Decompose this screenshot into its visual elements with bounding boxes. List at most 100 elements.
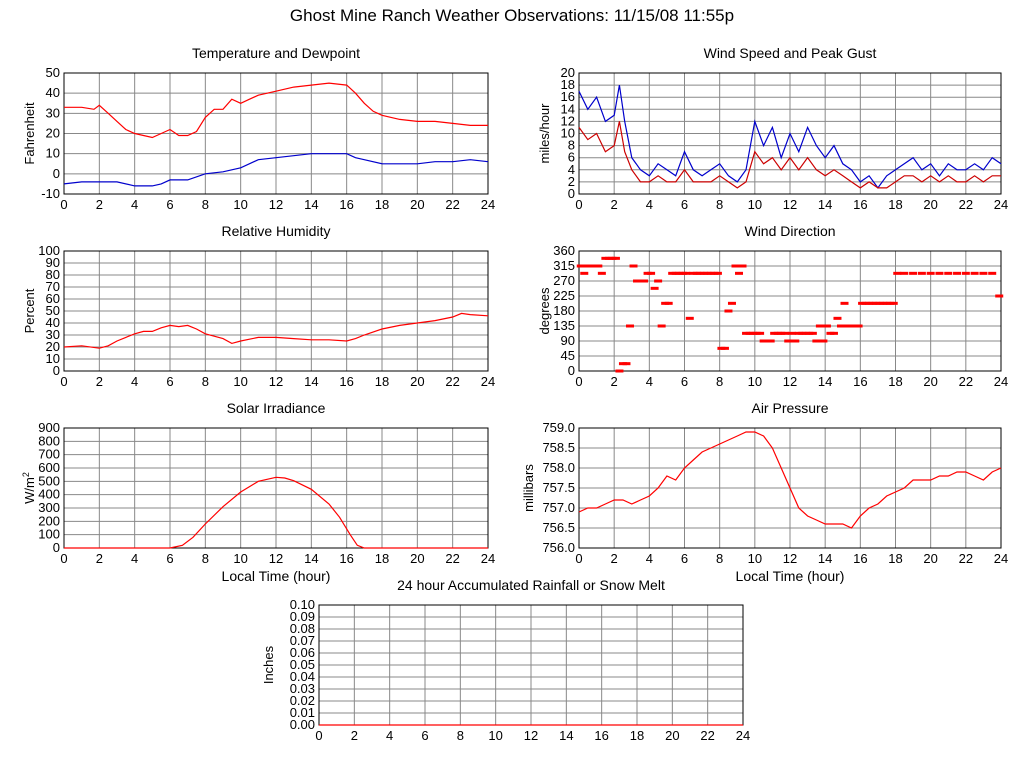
data-point	[756, 331, 765, 335]
chart-title: Wind Speed and Peak Gust	[704, 45, 877, 61]
y-axis-label: degrees	[537, 287, 552, 334]
y-tick-label: 360	[553, 243, 575, 258]
data-point	[720, 346, 729, 350]
y-tick-label: 60	[46, 291, 60, 306]
data-point	[889, 301, 898, 305]
data-point	[766, 339, 775, 343]
x-tick-label: 16	[853, 551, 867, 566]
data-point	[682, 271, 691, 275]
data-point	[724, 309, 733, 313]
x-tick-label: 12	[269, 197, 283, 212]
data-point	[829, 331, 838, 335]
series-line-1	[578, 121, 1001, 189]
y-tick-label: 756.5	[542, 520, 575, 535]
x-tick-label: 8	[716, 197, 723, 212]
x-tick-label: 2	[96, 197, 103, 212]
y-tick-label: 8	[568, 138, 575, 153]
y-tick-label: 759.0	[542, 420, 575, 435]
y-tick-label: 0.03	[290, 681, 315, 696]
data-point	[629, 264, 638, 268]
x-tick-label: 10	[748, 197, 762, 212]
x-tick-label: 0	[315, 728, 322, 743]
y-tick-label: 0.06	[290, 645, 315, 660]
x-tick-label: 24	[994, 197, 1008, 212]
x-tick-label: 4	[131, 551, 138, 566]
x-tick-label: 14	[559, 728, 573, 743]
y-axis-label: miles/hour	[537, 103, 552, 164]
data-point	[988, 271, 997, 275]
y-tick-label: 758.0	[542, 460, 575, 475]
y-tick-label: 20	[561, 65, 575, 80]
x-tick-label: 6	[681, 374, 688, 389]
x-tick-label: 8	[716, 551, 723, 566]
x-tick-label: 20	[923, 374, 937, 389]
y-tick-label: 0.09	[290, 609, 315, 624]
chart-title: Wind Direction	[744, 223, 835, 239]
y-tick-label: 0.10	[290, 597, 315, 612]
data-point	[833, 316, 842, 320]
x-tick-label: 0	[575, 197, 582, 212]
data-point	[909, 271, 918, 275]
y-tick-label: 400	[38, 487, 60, 502]
x-tick-label: 22	[445, 551, 459, 566]
data-point	[854, 324, 863, 328]
y-tick-label: 4	[568, 162, 575, 177]
x-tick-label: 2	[611, 197, 618, 212]
y-tick-label: 40	[46, 315, 60, 330]
y-tick-label: 12	[561, 113, 575, 128]
y-tick-label: 2	[568, 174, 575, 189]
x-tick-label: 6	[681, 197, 688, 212]
data-point	[731, 264, 740, 268]
y-tick-label: 90	[46, 255, 60, 270]
x-tick-label: 6	[166, 551, 173, 566]
x-tick-label: 2	[611, 374, 618, 389]
x-tick-label: 18	[375, 551, 389, 566]
y-axis-label: Inches	[261, 645, 276, 684]
x-tick-label: 18	[888, 551, 902, 566]
x-tick-label: 6	[166, 197, 173, 212]
x-tick-label: 24	[736, 728, 750, 743]
x-axis-label: Local Time (hour)	[736, 568, 845, 584]
y-tick-label: 50	[46, 303, 60, 318]
x-tick-label: 12	[269, 551, 283, 566]
x-tick-label: 24	[994, 551, 1008, 566]
x-tick-label: 16	[339, 197, 353, 212]
x-tick-label: 16	[594, 728, 608, 743]
data-point	[822, 324, 831, 328]
page-title: Ghost Mine Ranch Weather Observations: 1…	[289, 6, 735, 25]
y-tick-label: 70	[46, 279, 60, 294]
series-line-0	[64, 82, 488, 139]
x-tick-label: 2	[96, 551, 103, 566]
x-tick-label: 14	[304, 374, 318, 389]
data-point	[650, 286, 659, 290]
data-point	[812, 339, 821, 343]
y-tick-label: 756.0	[542, 540, 575, 555]
x-tick-label: 4	[646, 551, 653, 566]
data-point	[791, 339, 800, 343]
data-point	[815, 324, 824, 328]
data-point	[597, 271, 606, 275]
x-tick-label: 22	[445, 374, 459, 389]
y-tick-label: 500	[38, 473, 60, 488]
x-tick-label: 14	[818, 197, 832, 212]
data-point	[970, 271, 979, 275]
y-tick-label: 0.00	[290, 717, 315, 732]
y-tick-label: 800	[38, 433, 60, 448]
data-point	[664, 301, 673, 305]
data-point	[615, 369, 624, 373]
y-tick-label: 90	[561, 333, 575, 348]
x-tick-label: 0	[60, 197, 67, 212]
data-point	[787, 331, 796, 335]
y-tick-label: 40	[46, 85, 60, 100]
chart-title: Air Pressure	[751, 400, 828, 416]
x-tick-label: 18	[375, 197, 389, 212]
x-tick-label: 12	[269, 374, 283, 389]
data-point	[657, 324, 666, 328]
x-tick-label: 16	[339, 374, 353, 389]
data-point	[995, 294, 1004, 298]
y-tick-label: 300	[38, 500, 60, 515]
